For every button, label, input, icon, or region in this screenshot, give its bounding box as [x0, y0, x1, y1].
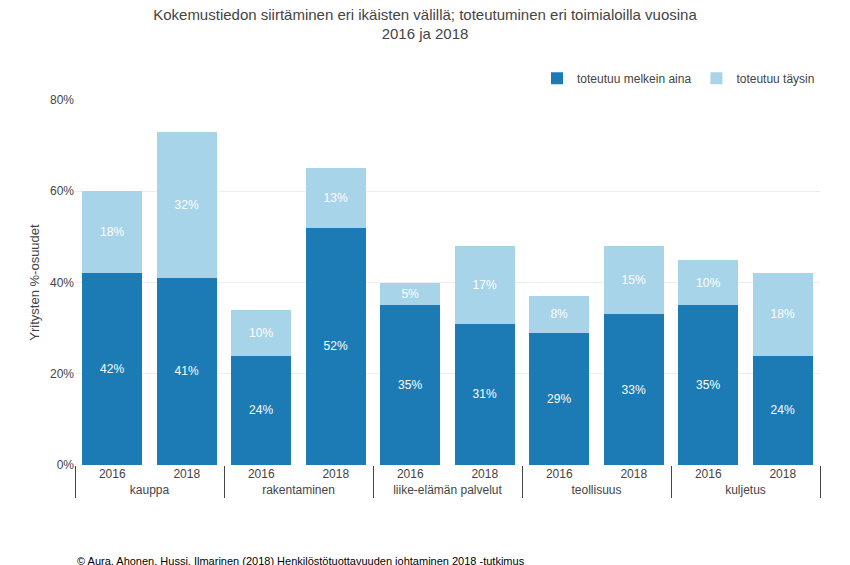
svg-text:2016: 2016: [397, 467, 424, 481]
svg-text:35%: 35%: [696, 378, 720, 392]
svg-text:15%: 15%: [622, 273, 646, 287]
svg-text:kauppa: kauppa: [130, 483, 170, 497]
svg-text:2018: 2018: [471, 467, 498, 481]
svg-text:80%: 80%: [50, 93, 74, 107]
svg-text:8%: 8%: [550, 307, 568, 321]
svg-text:42%: 42%: [100, 362, 124, 376]
svg-text:10%: 10%: [249, 326, 273, 340]
svg-text:17%: 17%: [473, 278, 497, 292]
svg-text:teollisuus: teollisuus: [571, 483, 621, 497]
svg-text:40%: 40%: [50, 276, 74, 290]
svg-text:2016: 2016: [695, 467, 722, 481]
svg-text:2018: 2018: [322, 467, 349, 481]
svg-text:24%: 24%: [771, 403, 795, 417]
svg-text:toteutuu täysin: toteutuu täysin: [736, 72, 814, 86]
svg-text:5%: 5%: [401, 287, 419, 301]
svg-text:29%: 29%: [547, 392, 571, 406]
svg-text:32%: 32%: [175, 198, 199, 212]
svg-text:52%: 52%: [324, 339, 348, 353]
svg-text:2016: 2016: [546, 467, 573, 481]
svg-text:33%: 33%: [622, 383, 646, 397]
svg-text:liike-elämän palvelut: liike-elämän palvelut: [393, 483, 502, 497]
svg-text:toteutuu melkein aina: toteutuu melkein aina: [577, 72, 691, 86]
svg-text:2016: 2016: [248, 467, 275, 481]
svg-text:13%: 13%: [324, 191, 348, 205]
svg-text:18%: 18%: [100, 225, 124, 239]
svg-text:2018: 2018: [620, 467, 647, 481]
svg-text:24%: 24%: [249, 403, 273, 417]
svg-text:kuljetus: kuljetus: [725, 483, 766, 497]
svg-text:rakentaminen: rakentaminen: [262, 483, 335, 497]
svg-text:Yritysten %-osuudet: Yritysten %-osuudet: [27, 224, 42, 341]
svg-text:35%: 35%: [398, 378, 422, 392]
svg-text:41%: 41%: [175, 364, 199, 378]
svg-text:31%: 31%: [473, 387, 497, 401]
svg-text:2018: 2018: [173, 467, 200, 481]
svg-text:0%: 0%: [57, 458, 75, 472]
svg-text:2016: 2016: [99, 467, 126, 481]
svg-text:10%: 10%: [696, 276, 720, 290]
svg-text:© Aura, Ahonen, Hussi, Ilmarin: © Aura, Ahonen, Hussi, Ilmarinen (2018) …: [77, 555, 525, 565]
svg-text:60%: 60%: [50, 184, 74, 198]
svg-text:2018: 2018: [769, 467, 796, 481]
svg-text:Kokemustiedon siirtäminen eri: Kokemustiedon siirtäminen eri ikäisten v…: [153, 6, 697, 43]
svg-text:20%: 20%: [50, 367, 74, 381]
svg-text:18%: 18%: [771, 307, 795, 321]
